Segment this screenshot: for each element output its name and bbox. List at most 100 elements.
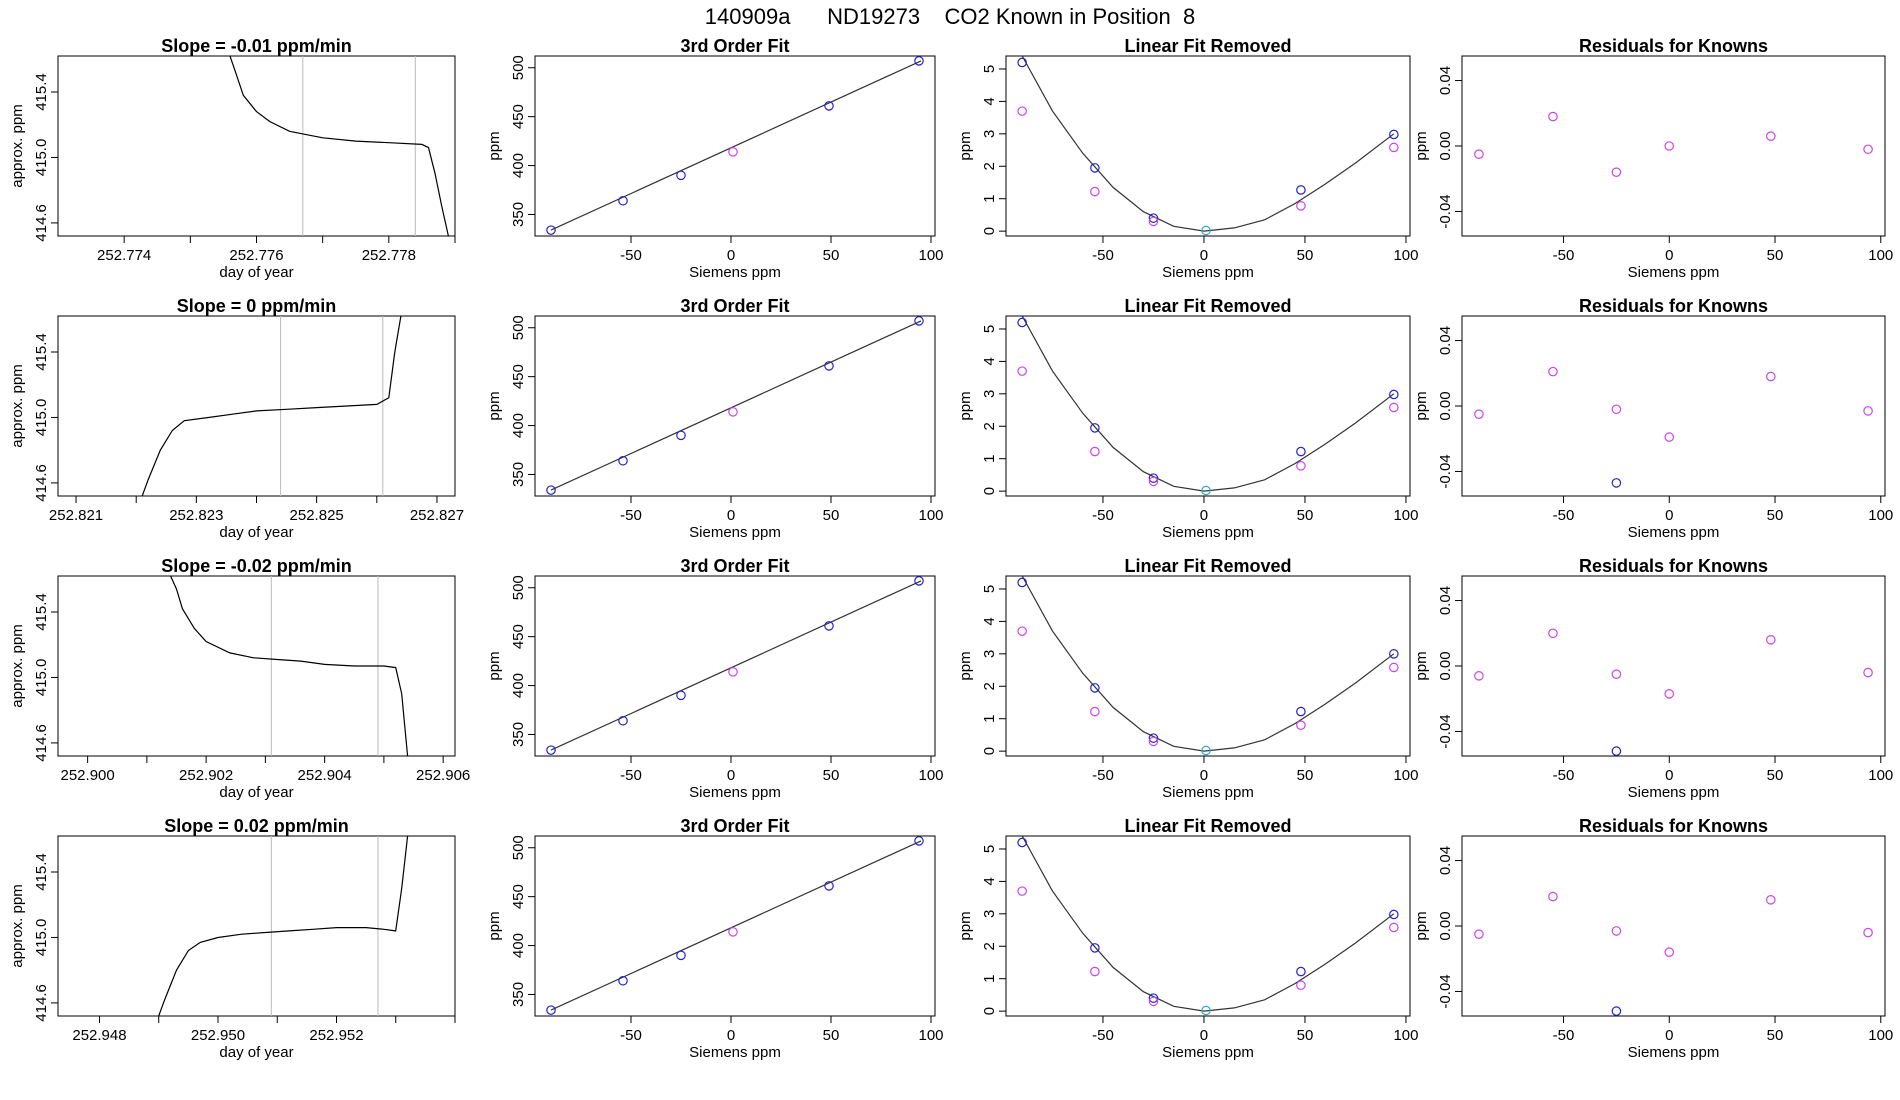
data-point: [676, 170, 686, 181]
y-axis-label: approx. ppm: [9, 884, 26, 967]
x-tick-label: 100: [1393, 247, 1418, 264]
data-point: [728, 927, 738, 937]
data-point: [1611, 1006, 1622, 1016]
x-tick-label: 100: [1393, 507, 1418, 524]
data-point: [1296, 720, 1306, 730]
y-axis-label: approx. ppm: [9, 624, 26, 707]
y-tick-label: 400: [510, 153, 527, 178]
x-tick-label: 50: [1297, 507, 1314, 524]
plot-title: Slope = -0.01 ppm/min: [161, 36, 352, 56]
y-tick-label: 0: [981, 1007, 998, 1015]
y-axis-label: ppm: [957, 131, 974, 160]
data-point: [1296, 201, 1306, 211]
x-tick-label: -50: [1553, 507, 1575, 524]
x-tick-label: 0: [1665, 1027, 1673, 1044]
x-tick-label: 50: [1767, 767, 1784, 784]
data-point: [618, 715, 628, 726]
data-point: [546, 745, 556, 755]
x-tick-label: 0: [727, 247, 735, 264]
y-tick-label: 1: [981, 975, 998, 983]
data-point: [824, 881, 834, 891]
y-tick-label: 0.00: [1437, 391, 1454, 420]
data-point: [1389, 142, 1399, 153]
y-tick-label: 0.04: [1437, 66, 1454, 95]
plot-frame: [1005, 835, 1411, 1017]
data-point: [1017, 366, 1027, 376]
data-point: [824, 361, 834, 371]
plot-frame: [534, 315, 936, 497]
data-point: [1389, 129, 1399, 140]
x-axis-label: Siemens ppm: [1162, 264, 1254, 281]
y-tick-label: 0.00: [1437, 651, 1454, 680]
x-axis-label: Siemens ppm: [1628, 524, 1720, 541]
x-tick-label: -50: [620, 1027, 642, 1044]
data-point: [1017, 57, 1027, 68]
x-tick-label: 100: [918, 1027, 943, 1044]
data-point: [1148, 736, 1159, 747]
data-point: [1090, 163, 1100, 173]
data-point: [1296, 980, 1306, 990]
x-tick-label: -50: [620, 507, 642, 524]
data-point: [1090, 186, 1100, 197]
data-point: [728, 407, 738, 417]
data-point: [1090, 683, 1100, 693]
data-point: [1664, 141, 1675, 151]
data-point: [1148, 216, 1159, 227]
plot-frame: [57, 835, 456, 1017]
data-point: [546, 225, 556, 235]
data-point: [1017, 317, 1027, 328]
x-tick-label: 100: [1868, 767, 1893, 784]
plot-title: Residuals for Knowns: [1579, 36, 1768, 56]
plot-title: 3rd Order Fit: [680, 556, 789, 576]
y-tick-label: 415.0: [33, 919, 50, 957]
data-point: [676, 690, 686, 701]
data-point: [1863, 927, 1873, 938]
y-tick-label: 450: [510, 624, 527, 649]
data-point: [618, 455, 628, 466]
y-axis-label: ppm: [957, 391, 974, 420]
y-axis-label: ppm: [486, 131, 503, 160]
y-tick-label: 0.04: [1437, 586, 1454, 615]
y-tick-label: 500: [510, 315, 527, 340]
x-tick-label: 252.776: [229, 247, 283, 264]
data-point: [1017, 626, 1027, 636]
y-tick-label: 0: [981, 747, 998, 755]
data-point: [1296, 446, 1306, 457]
data-point: [914, 56, 924, 66]
y-tick-label: 415.4: [33, 593, 50, 631]
x-tick-label: 252.823: [169, 507, 223, 524]
y-tick-label: -0.04: [1437, 194, 1454, 228]
y-tick-label: 0.00: [1437, 911, 1454, 940]
x-tick-label: 252.821: [49, 507, 103, 524]
x-tick-label: 0: [1200, 507, 1208, 524]
fit-curve: [1021, 56, 1395, 232]
plot-title: Linear Fit Removed: [1124, 556, 1291, 576]
x-axis-label: Siemens ppm: [689, 264, 781, 281]
y-tick-label: 5: [981, 325, 998, 333]
trace-line: [229, 56, 449, 236]
data-point: [1389, 909, 1399, 920]
data-point: [1474, 409, 1484, 419]
x-tick-label: 0: [1200, 767, 1208, 784]
data-point: [1148, 476, 1159, 487]
y-tick-label: -0.04: [1437, 974, 1454, 1008]
x-tick-label: 50: [823, 507, 840, 524]
trace-line: [170, 576, 409, 756]
plot-frame: [1005, 55, 1411, 237]
y-tick-label: 500: [510, 835, 527, 860]
x-tick-label: 0: [1665, 507, 1673, 524]
data-point: [914, 836, 924, 846]
data-point: [1389, 389, 1399, 400]
data-point: [1664, 689, 1675, 699]
plot-frame: [57, 55, 456, 237]
x-axis-label: Siemens ppm: [689, 1044, 781, 1061]
x-axis-label: Siemens ppm: [689, 784, 781, 801]
y-axis-label: approx. ppm: [9, 104, 26, 187]
plot-frame: [534, 835, 936, 1017]
y-tick-label: 350: [510, 202, 527, 227]
y-tick-label: -0.04: [1437, 714, 1454, 748]
x-tick-label: 0: [1665, 247, 1673, 264]
y-tick-label: 414.6: [33, 724, 50, 762]
data-point: [1090, 446, 1100, 457]
